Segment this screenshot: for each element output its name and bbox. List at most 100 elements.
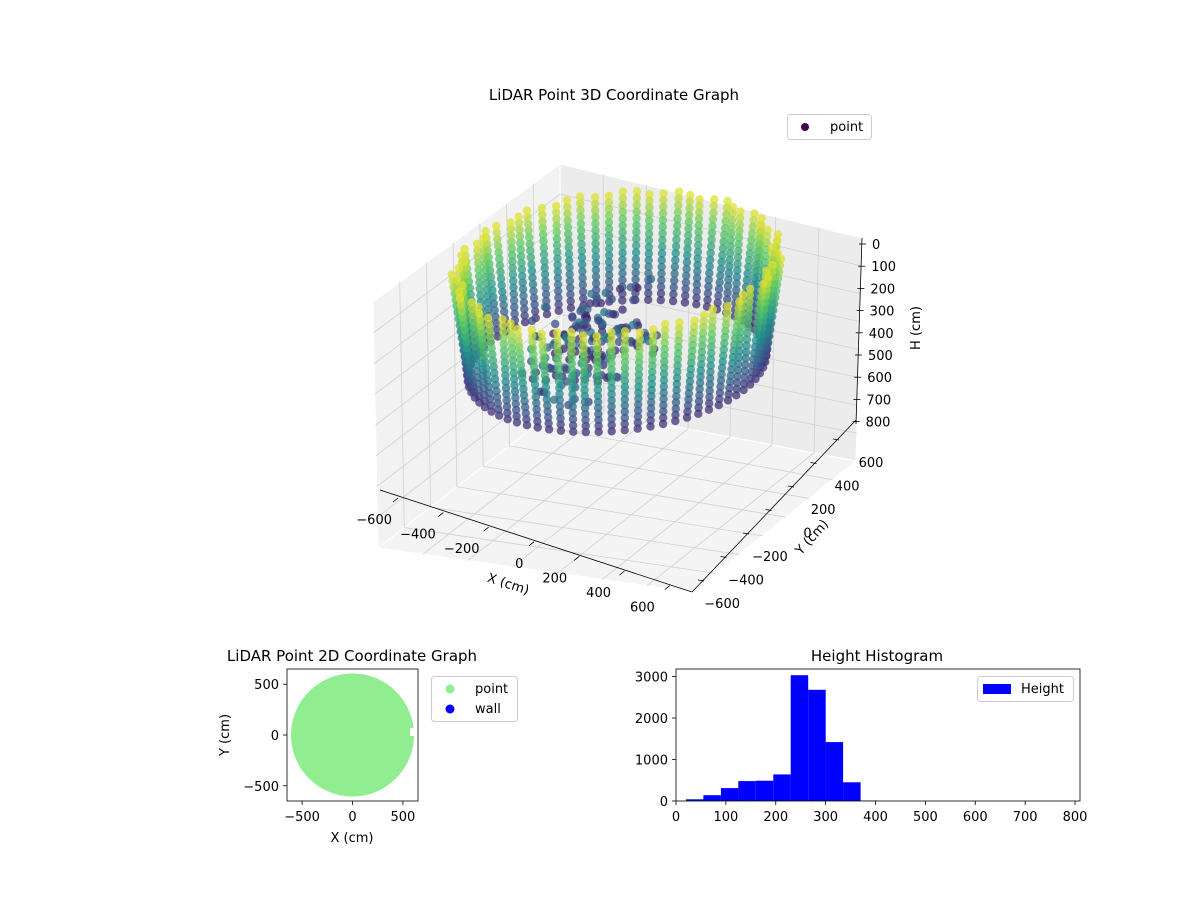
- lidar-point: [648, 343, 658, 352]
- lidar-point: [739, 385, 748, 395]
- lidar-point: [618, 269, 627, 278]
- lidar-point: [740, 373, 749, 382]
- lidar-point: [745, 297, 754, 306]
- lidar-point: [695, 195, 704, 204]
- lidar-point: [659, 189, 668, 198]
- lidar-point: [747, 367, 756, 377]
- lidar-point: [592, 338, 602, 347]
- lidar-point: [703, 295, 712, 305]
- lidar-point: [604, 191, 614, 201]
- lidar-point: [674, 187, 684, 196]
- lidar-point: [696, 366, 705, 375]
- lidar-point: [763, 232, 772, 241]
- lidar-point: [543, 401, 552, 410]
- legend-frame: [787, 114, 872, 140]
- lidar-point: [577, 240, 586, 249]
- lidar-point: [537, 203, 547, 213]
- lidar-point: [591, 212, 600, 222]
- x-axis-ticks: −600 −400 −200 0 200 400 600: [356, 497, 671, 616]
- grid-floor-x: [483, 465, 786, 518]
- lidar-point: [670, 276, 679, 285]
- x-tick-mark: [392, 497, 399, 503]
- lidar-point: [605, 264, 614, 273]
- lidar-point: [493, 235, 502, 244]
- lidar-point: [660, 363, 669, 372]
- lidar-point: [607, 377, 616, 386]
- lidar-point: [741, 360, 750, 369]
- y-tick-mark: [787, 485, 795, 488]
- lidar-point: [564, 236, 573, 245]
- histogram-bar: [720, 788, 739, 801]
- lidar-point: [659, 401, 668, 410]
- y-tick-label: 1000: [635, 753, 668, 768]
- lidar-point: [672, 373, 682, 383]
- lidar-point: [723, 196, 732, 206]
- lidar-point: [733, 259, 742, 269]
- lidar-point: [620, 395, 629, 404]
- lidar-point: [527, 325, 536, 334]
- lidar-point: [507, 231, 516, 240]
- lidar-point: [672, 235, 681, 244]
- histogram-bar: [808, 689, 826, 801]
- lidar-point: [694, 234, 703, 243]
- lidar-point: [757, 214, 766, 223]
- grid-floor-y: [557, 436, 731, 574]
- lidar-point: [509, 289, 518, 299]
- lidar-point: [758, 286, 767, 295]
- lidar-point: [721, 326, 730, 336]
- lidar-point: [482, 285, 492, 295]
- lidar-point: [773, 230, 783, 239]
- lidar-point: [578, 273, 587, 283]
- lidar-point: [684, 395, 693, 404]
- lidar-point: [454, 263, 463, 273]
- lidar-point: [591, 232, 600, 242]
- x-tick-label: 200: [763, 810, 788, 825]
- lidar-point: [686, 190, 695, 200]
- lidar-point: [568, 377, 577, 387]
- lidar-point: [631, 275, 640, 284]
- lidar-point: [532, 405, 541, 414]
- lidar-point: [673, 208, 683, 217]
- histogram-legend: Height: [977, 676, 1074, 702]
- lidar-point: [761, 245, 771, 254]
- lidar-point: [733, 315, 742, 325]
- lidar-point: [707, 336, 716, 345]
- lidar-point: [646, 416, 655, 425]
- lidar-point: [474, 265, 483, 274]
- lidar-point: [658, 216, 668, 225]
- lidar-point: [494, 405, 503, 414]
- lidar-point: [618, 214, 627, 223]
- lidar-point: [773, 274, 783, 283]
- y-tick-mark: [697, 579, 705, 582]
- lidar-point: [593, 379, 602, 389]
- lidar-point: [620, 407, 629, 416]
- lidar-point: [748, 361, 757, 370]
- lidar-point: [556, 426, 566, 435]
- lidar-point: [648, 355, 657, 364]
- lidar-point: [671, 416, 680, 426]
- lidar-point: [683, 244, 692, 253]
- lidar-point: [682, 264, 691, 274]
- lidar-point: [644, 282, 653, 291]
- lidar-point: [732, 378, 742, 387]
- lidar-point: [490, 374, 500, 384]
- lidar-point: [735, 220, 744, 229]
- lidar-point: [725, 255, 734, 264]
- chart-3d-title: LiDAR Point 3D Coordinate Graph: [489, 86, 739, 104]
- x-tick-label: 400: [863, 810, 888, 825]
- lidar-point: [483, 313, 493, 322]
- lidar-point: [601, 288, 610, 298]
- lidar-point: [705, 392, 714, 402]
- z-tick-label: 700: [866, 393, 891, 408]
- scan-notch: [410, 728, 418, 736]
- lidar-point: [692, 280, 702, 289]
- lidar-point: [471, 354, 481, 363]
- lidar-point: [694, 221, 703, 230]
- lidar-point: [485, 325, 494, 335]
- lidar-point: [490, 368, 499, 377]
- histogram-title: Height Histogram: [811, 647, 943, 665]
- lidar-point: [674, 330, 684, 339]
- lidar-point: [604, 211, 614, 220]
- lidar-point: [620, 339, 630, 348]
- lidar-point: [648, 337, 658, 346]
